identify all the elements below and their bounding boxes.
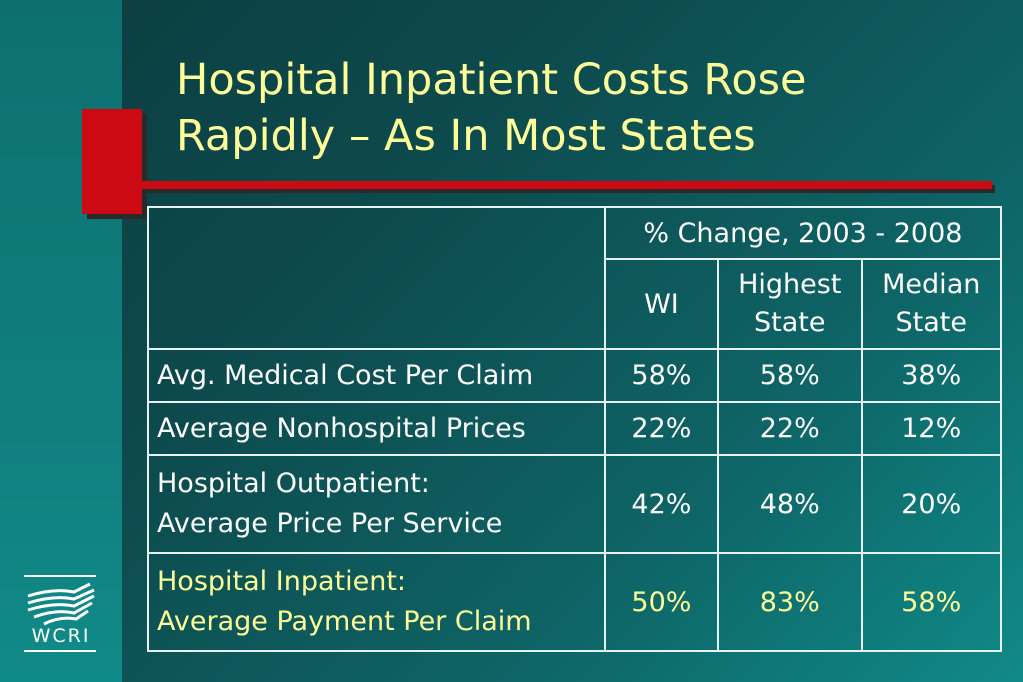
logo-underline <box>24 650 96 652</box>
wcri-logo-text: WCRI <box>31 625 91 647</box>
red-accent-block <box>82 109 142 214</box>
cell-highest-state: 48% <box>717 454 863 554</box>
column-header-line: WI <box>644 288 679 320</box>
group-header-cell: % Change, 2003 - 2008 <box>603 206 1003 260</box>
cell-highest-state: 83% <box>717 552 863 652</box>
wcri-logo-icon <box>24 575 96 626</box>
row-label-line: Hospital Outpatient: <box>157 468 430 499</box>
column-header-highest-state: Highest State <box>717 258 863 350</box>
table-corner-cell <box>147 206 606 350</box>
row-label-line: Average Price Per Service <box>157 508 503 539</box>
cell-highest-state: 22% <box>717 401 863 456</box>
row-label-line: Hospital Inpatient: <box>157 566 406 597</box>
table-row: Avg. Medical Cost Per Claim 58% 58% 38% <box>147 348 1002 403</box>
slide-title-line-1: Hospital Inpatient Costs Rose <box>176 55 807 105</box>
column-header-line: State <box>895 307 967 338</box>
column-header-line: Median <box>882 269 981 300</box>
table-header-row: % Change, 2003 - 2008 <box>147 206 1003 350</box>
column-header-line: Highest <box>738 269 842 300</box>
cell-median-state: 38% <box>860 348 1002 403</box>
slide-title-line-2: Rapidly – As In Most States <box>176 111 756 161</box>
cell-median-state: 20% <box>860 454 1002 554</box>
row-label: Average Nonhospital Prices <box>147 401 606 456</box>
cell-wi: 22% <box>603 401 720 456</box>
table-row: Average Nonhospital Prices 22% 22% 12% <box>147 401 1002 456</box>
table-row-highlighted: Hospital Inpatient: Average Payment Per … <box>147 552 1002 652</box>
column-header-median-state: Median State <box>860 258 1002 350</box>
table-row: Hospital Outpatient: Average Price Per S… <box>147 454 1002 554</box>
slide-title: Hospital Inpatient Costs Rose Rapidly – … <box>176 52 996 164</box>
cell-wi: 58% <box>603 348 720 403</box>
row-label: Hospital Inpatient: Average Payment Per … <box>147 552 606 652</box>
cell-wi: 42% <box>603 454 720 554</box>
cell-wi: 50% <box>603 552 720 652</box>
row-label-line: Average Payment Per Claim <box>157 606 532 637</box>
row-label: Avg. Medical Cost Per Claim <box>147 348 606 403</box>
row-label: Hospital Outpatient: Average Price Per S… <box>147 454 606 554</box>
cost-change-table: % Change, 2003 - 2008 WI Highest State M… <box>147 206 1003 652</box>
cell-median-state: 58% <box>860 552 1002 652</box>
cell-highest-state: 58% <box>717 348 863 403</box>
table-subheader-row: WI Highest State Median State <box>148 258 1002 350</box>
cell-median-state: 12% <box>860 401 1002 456</box>
red-divider-line <box>142 181 992 189</box>
column-header-line: State <box>754 307 826 338</box>
column-header-wi: WI <box>603 258 720 350</box>
